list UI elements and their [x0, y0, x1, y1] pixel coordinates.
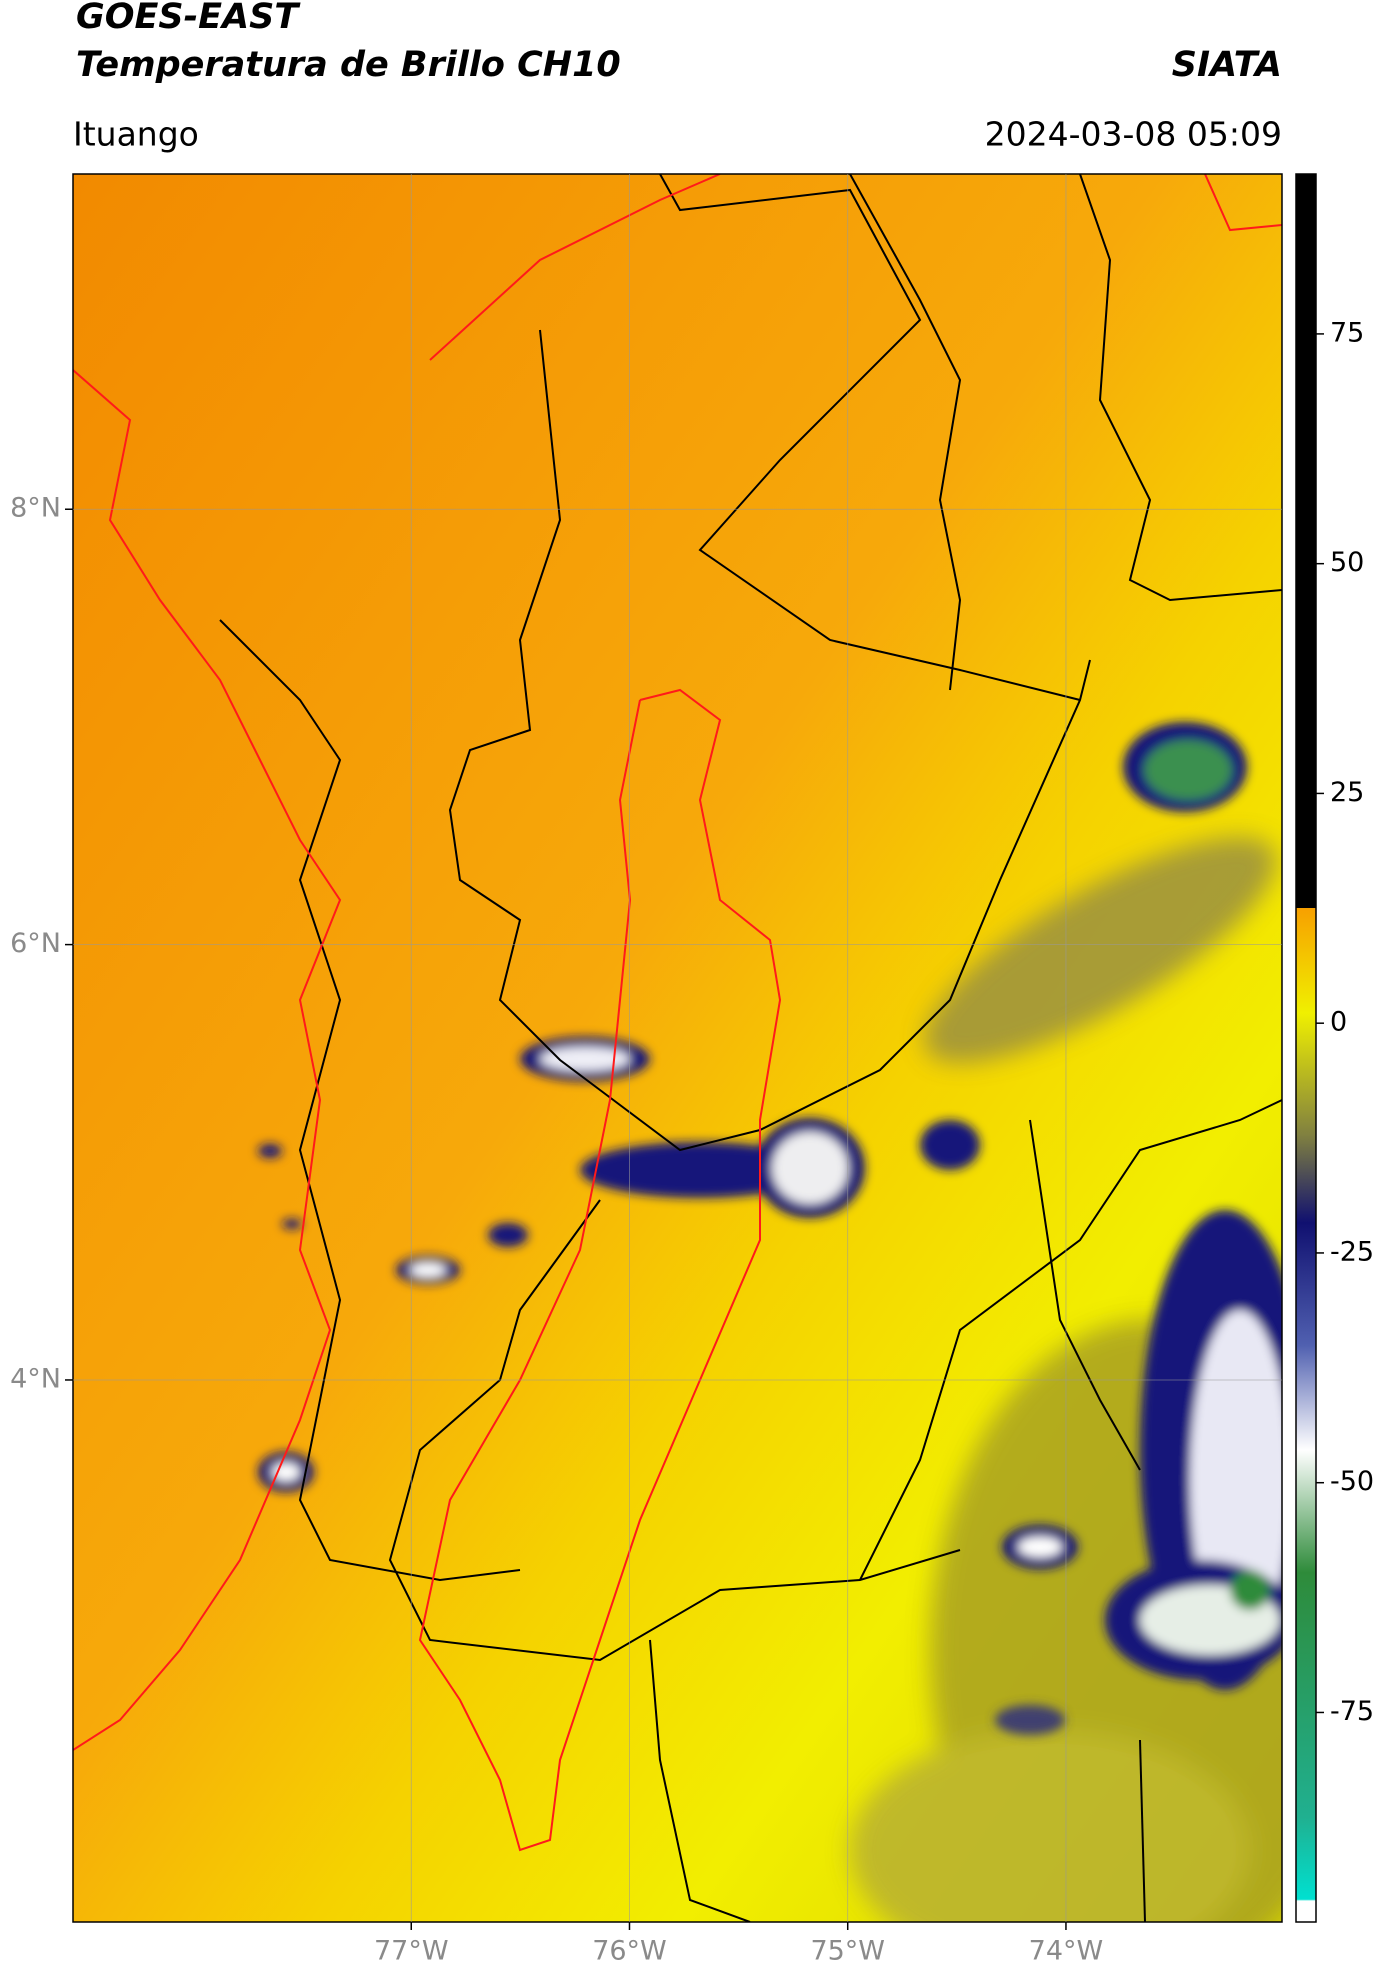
- x-tick-label: 76°W: [592, 1936, 667, 1967]
- colorbar-tick-label: 25: [1330, 777, 1364, 808]
- datetime: 2024-03-08 05:09: [985, 115, 1282, 154]
- source: SIATA: [1172, 45, 1282, 85]
- x-tick-label: 74°W: [1029, 1936, 1104, 1967]
- title: GOES-EAST: [76, 0, 301, 37]
- x-tick-label: 75°W: [810, 1936, 885, 1967]
- colorbar-tick-label: -25: [1330, 1236, 1374, 1267]
- colorbar: [1295, 173, 1317, 1923]
- colorbar-tick-label: 0: [1330, 1007, 1347, 1038]
- subtitle: Temperatura de Brillo CH10: [76, 45, 621, 85]
- axes: 77°W 76°W 75°W 74°W 4°N 6°N 8°N -75 -50 -25 0 25 50 7…: [10, 174, 1374, 1967]
- y-tick-label: 4°N: [10, 1363, 61, 1394]
- map-image: [73, 174, 1282, 1922]
- colorbar-tick-label: -75: [1330, 1696, 1374, 1727]
- x-tick-label: 77°W: [374, 1936, 449, 1967]
- colorbar-tick-label: -50: [1330, 1466, 1374, 1497]
- map-frame: [72, 173, 1283, 1923]
- location: Ituango: [73, 115, 199, 154]
- y-tick-label: 8°N: [10, 493, 61, 524]
- colorbar-tick-label: 50: [1330, 547, 1364, 578]
- y-tick-label: 6°N: [10, 928, 61, 959]
- colorbar-tick-label: 75: [1330, 317, 1364, 348]
